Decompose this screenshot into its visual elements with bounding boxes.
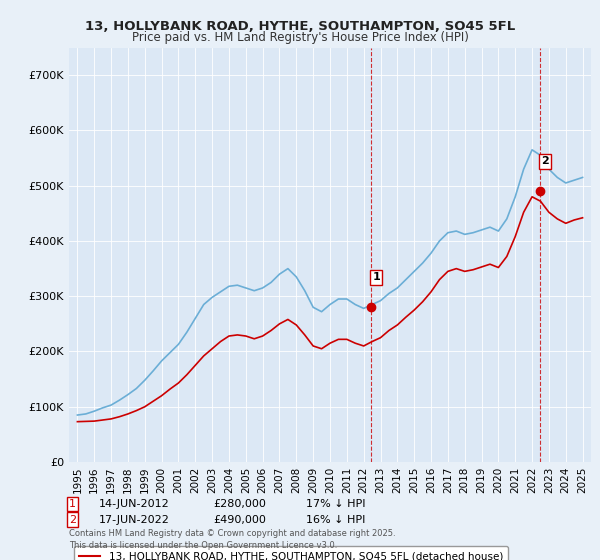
Legend: 13, HOLLYBANK ROAD, HYTHE, SOUTHAMPTON, SO45 5FL (detached house), HPI: Average : 13, HOLLYBANK ROAD, HYTHE, SOUTHAMPTON, … bbox=[74, 546, 508, 560]
Text: Contains HM Land Registry data © Crown copyright and database right 2025.
This d: Contains HM Land Registry data © Crown c… bbox=[69, 529, 395, 550]
Text: 2: 2 bbox=[541, 156, 548, 166]
Text: Price paid vs. HM Land Registry's House Price Index (HPI): Price paid vs. HM Land Registry's House … bbox=[131, 31, 469, 44]
Text: 13, HOLLYBANK ROAD, HYTHE, SOUTHAMPTON, SO45 5FL: 13, HOLLYBANK ROAD, HYTHE, SOUTHAMPTON, … bbox=[85, 20, 515, 32]
Text: 17-JUN-2022: 17-JUN-2022 bbox=[99, 515, 170, 525]
Text: 2: 2 bbox=[69, 515, 76, 525]
Text: 16% ↓ HPI: 16% ↓ HPI bbox=[306, 515, 365, 525]
Text: £490,000: £490,000 bbox=[213, 515, 266, 525]
Text: 17% ↓ HPI: 17% ↓ HPI bbox=[306, 499, 365, 509]
Text: 14-JUN-2012: 14-JUN-2012 bbox=[99, 499, 170, 509]
Text: £280,000: £280,000 bbox=[213, 499, 266, 509]
Text: 1: 1 bbox=[373, 272, 380, 282]
Text: 1: 1 bbox=[69, 499, 76, 509]
